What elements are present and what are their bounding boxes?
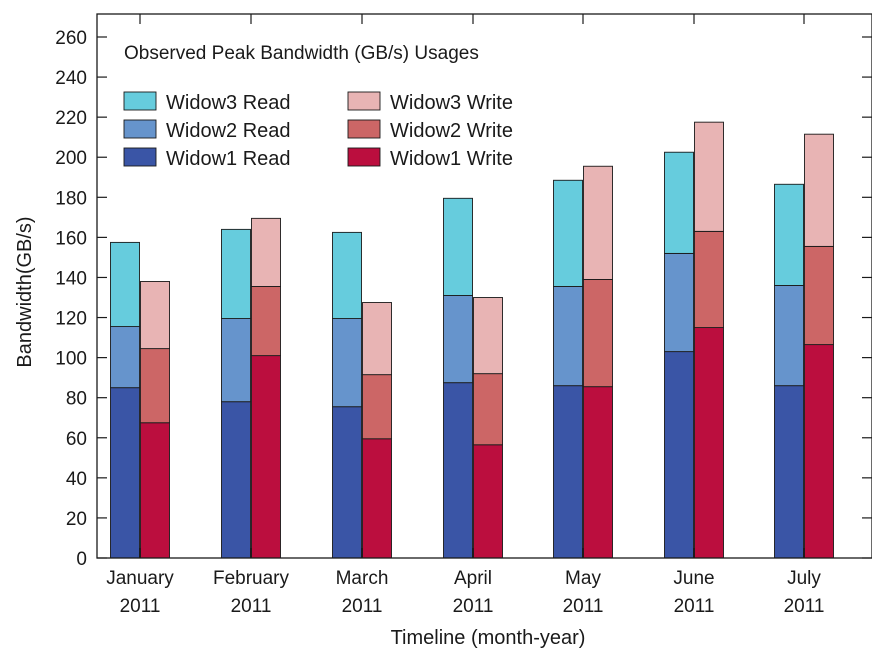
ticks-layer xyxy=(97,14,872,559)
bar-widow2-write-march xyxy=(362,374,392,440)
legend-swatch-widow2-read xyxy=(123,119,157,139)
x-axis-title: Timeline (month-year) xyxy=(391,627,586,649)
legend: Widow3 Read Widow2 Read Widow1 Read Widow3 … xyxy=(123,91,513,170)
bar-widow2-read-january xyxy=(110,326,140,389)
y-tick-label-260: 260 xyxy=(55,28,87,49)
bar-widow2-write-may xyxy=(583,279,613,388)
bar-widow1-write-january xyxy=(140,422,170,559)
legend-swatch-widow2-write xyxy=(347,119,381,139)
bar-widow1-read-june xyxy=(664,351,694,559)
bar-widow1-write-april xyxy=(473,444,503,559)
bar-widow2-write-june xyxy=(694,230,724,329)
x-tick-labels: January 2011 February 2011 March 2011 April 201… xyxy=(106,568,824,617)
bar-widow1-write-june xyxy=(694,327,724,559)
y-axis-title: Bandwidth(GB/s) xyxy=(14,216,36,367)
bar-widow1-write-may xyxy=(583,386,613,559)
legend-swatch-widow3-read xyxy=(123,91,157,111)
bar-widow2-read-june xyxy=(664,252,694,353)
x-tick-label-april: April xyxy=(454,568,492,589)
y-tick-label-240: 240 xyxy=(55,68,87,89)
bar-widow3-write-july xyxy=(804,133,834,247)
bar-widow1-read-february xyxy=(221,401,251,559)
bar-widow3-read-july xyxy=(774,183,804,286)
legend-swatch-widow1-write xyxy=(347,147,381,167)
bar-widow1-read-march xyxy=(332,406,362,559)
bar-widow1-read-may xyxy=(553,385,583,559)
bar-widow3-write-may xyxy=(583,165,613,280)
bar-widow1-read-april xyxy=(443,382,473,559)
bar-widow1-read-january xyxy=(110,387,140,559)
x-tick-year-february: 2011 xyxy=(231,596,272,617)
bar-widow2-write-april xyxy=(473,373,503,446)
x-tick-label-june: June xyxy=(673,568,714,589)
y-tick-label-60: 60 xyxy=(66,429,87,450)
plot-frame xyxy=(96,13,872,559)
bar-widow3-write-march xyxy=(362,302,392,376)
bar-widow3-write-february xyxy=(251,217,281,287)
y-tick-label-220: 220 xyxy=(55,108,87,129)
bar-widow3-write-april xyxy=(473,297,503,375)
bar-widow1-read-july xyxy=(774,385,804,559)
bar-widow1-write-march xyxy=(362,438,392,559)
bar-widow3-read-january xyxy=(110,241,140,328)
bars-layer xyxy=(110,121,834,559)
legend-label-widow2-read: Widow2 Read xyxy=(166,120,291,142)
y-tick-label-100: 100 xyxy=(55,349,87,370)
bar-widow1-write-july xyxy=(804,344,834,559)
y-tick-label-40: 40 xyxy=(66,469,87,490)
legend-label-widow3-write: Widow3 Write xyxy=(390,92,513,114)
x-tick-label-march: March xyxy=(336,568,389,589)
x-tick-label-january: January xyxy=(106,568,174,589)
chart-title: Observed Peak Bandwidth (GB/s) Usages xyxy=(124,43,479,64)
x-tick-label-july: July xyxy=(787,568,821,589)
x-tick-label-february: February xyxy=(213,568,290,589)
bar-widow2-write-february xyxy=(251,286,281,357)
legend-label-widow2-write: Widow2 Write xyxy=(390,120,513,142)
bar-widow3-write-june xyxy=(694,121,724,232)
bar-widow2-read-march xyxy=(332,318,362,408)
legend-swatch-widow3-write xyxy=(347,91,381,111)
x-tick-year-july: 2011 xyxy=(784,596,825,617)
y-tick-labels: 0 20 40 60 80 100 120 140 160 180 200 220 240 260 xyxy=(55,28,87,570)
x-tick-year-june: 2011 xyxy=(674,596,715,617)
x-tick-label-may: May xyxy=(565,568,601,589)
legend-label-widow3-read: Widow3 Read xyxy=(166,92,291,114)
y-tick-label-120: 120 xyxy=(55,309,87,330)
x-tick-year-march: 2011 xyxy=(342,596,383,617)
bar-widow2-write-july xyxy=(804,245,834,346)
bar-widow3-read-february xyxy=(221,228,251,319)
bar-widow2-read-may xyxy=(553,286,583,387)
y-tick-label-180: 180 xyxy=(55,188,87,209)
legend-swatch-widow1-read xyxy=(123,147,157,167)
bar-widow3-read-march xyxy=(332,231,362,319)
x-tick-year-january: 2011 xyxy=(120,596,161,617)
bar-widow2-read-july xyxy=(774,285,804,387)
x-tick-year-may: 2011 xyxy=(563,596,604,617)
bar-widow3-write-january xyxy=(140,281,170,350)
y-tick-label-0: 0 xyxy=(76,549,87,570)
legend-label-widow1-write: Widow1 Write xyxy=(390,148,513,170)
bar-widow2-write-january xyxy=(140,348,170,424)
bar-widow2-read-february xyxy=(221,318,251,403)
x-tick-year-april: 2011 xyxy=(453,596,494,617)
bar-widow3-read-june xyxy=(664,151,694,254)
y-tick-label-20: 20 xyxy=(66,509,87,530)
y-tick-label-160: 160 xyxy=(55,228,87,249)
y-tick-label-200: 200 xyxy=(55,148,87,169)
bar-widow2-read-april xyxy=(443,295,473,384)
bar-widow3-read-april xyxy=(443,197,473,296)
y-tick-label-80: 80 xyxy=(66,389,87,410)
bar-widow3-read-may xyxy=(553,179,583,287)
bar-widow1-write-february xyxy=(251,355,281,559)
y-tick-label-140: 140 xyxy=(55,268,87,289)
legend-label-widow1-read: Widow1 Read xyxy=(166,148,291,170)
